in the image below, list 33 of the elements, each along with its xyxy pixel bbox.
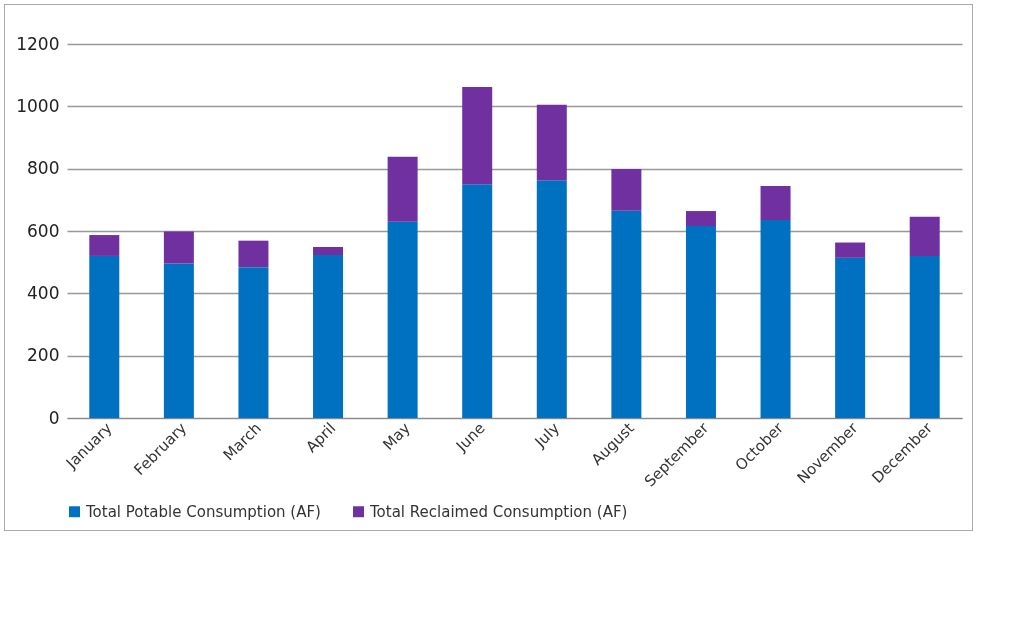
bar	[611, 168, 642, 211]
y-tick-label: 600	[27, 220, 60, 241]
bar	[835, 242, 866, 258]
legend-label: Total Reclaimed Consumption (AF)	[369, 502, 628, 521]
bar	[89, 235, 120, 256]
bar	[238, 267, 269, 418]
bar	[163, 263, 194, 418]
y-tick-label: 400	[27, 282, 60, 303]
bar	[909, 255, 940, 418]
bar	[89, 255, 120, 418]
y-tick-label: 1000	[16, 95, 60, 116]
bar	[387, 156, 418, 222]
bar	[760, 186, 791, 221]
bar	[462, 87, 493, 185]
y-tick-label: 800	[27, 158, 60, 179]
bar	[685, 226, 716, 418]
bar	[387, 221, 418, 418]
bar	[835, 257, 866, 418]
legend-label: Total Potable Consumption (AF)	[85, 502, 321, 521]
bar	[760, 220, 791, 418]
y-tick-label: 0	[48, 407, 60, 428]
y-tick-label: 1200	[16, 33, 60, 54]
y-tick-label: 200	[27, 345, 60, 366]
bar	[462, 184, 493, 418]
bar	[685, 211, 716, 227]
bar	[163, 231, 194, 264]
bar	[536, 180, 567, 418]
bar	[238, 240, 269, 268]
bar	[909, 216, 940, 256]
bar	[313, 246, 344, 255]
bar	[611, 210, 642, 418]
bar	[313, 255, 344, 418]
bar	[536, 104, 567, 181]
